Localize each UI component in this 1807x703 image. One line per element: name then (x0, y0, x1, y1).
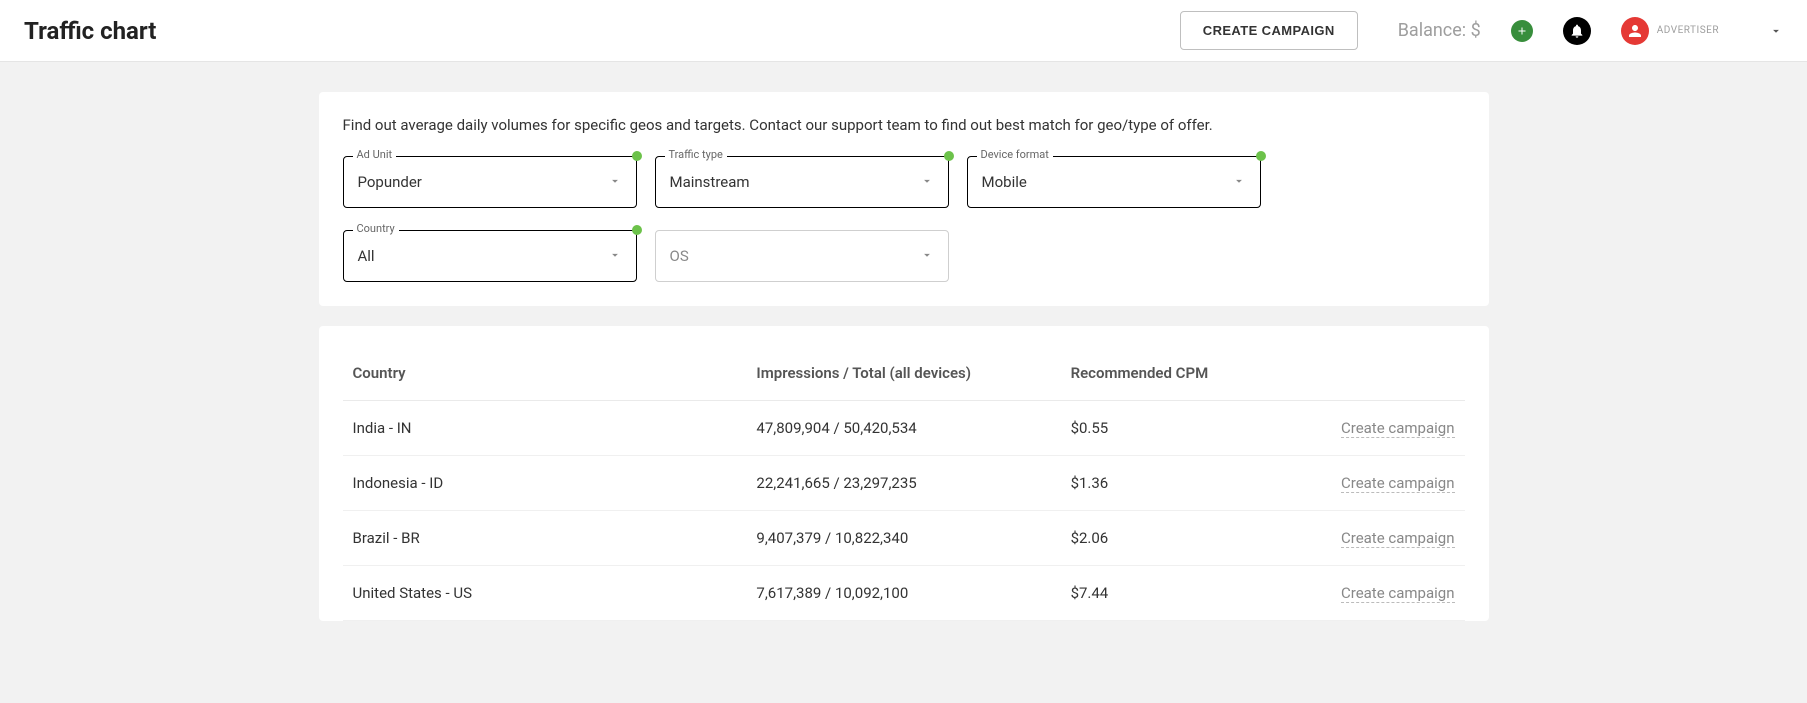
cell-action: Create campaign (1285, 566, 1465, 621)
cell-impressions: 47,809,904 / 50,420,534 (746, 401, 1060, 456)
chevron-down-icon (1232, 173, 1246, 192)
results-card: Country Impressions / Total (all devices… (319, 326, 1489, 621)
field-label: Country (353, 222, 399, 235)
role-label: ADVERTISER (1657, 25, 1719, 36)
field-value: All (358, 247, 608, 265)
cell-cpm: $2.06 (1061, 511, 1285, 566)
chevron-down-icon (920, 247, 934, 266)
cell-country: India - IN (343, 401, 747, 456)
plus-icon (1511, 20, 1533, 42)
traffic-type-select[interactable]: Traffic type Mainstream (655, 156, 949, 208)
table-row: United States - US7,617,389 / 10,092,100… (343, 566, 1465, 621)
cell-impressions: 22,241,665 / 23,297,235 (746, 456, 1060, 511)
device-format-select[interactable]: Device format Mobile (967, 156, 1261, 208)
cell-country: Indonesia - ID (343, 456, 747, 511)
cell-action: Create campaign (1285, 456, 1465, 511)
account-dropdown-toggle[interactable] (1769, 24, 1783, 38)
table-row: Indonesia - ID22,241,665 / 23,297,235$1.… (343, 456, 1465, 511)
table-row: India - IN47,809,904 / 50,420,534$0.55 Cr… (343, 401, 1465, 456)
th-cpm: Recommended CPM (1061, 346, 1285, 401)
cell-cpm: $1.36 (1061, 456, 1285, 511)
table-row: Brazil - BR9,407,379 / 10,822,340$2.06 Cr… (343, 511, 1465, 566)
notifications-button[interactable] (1563, 17, 1591, 45)
chevron-down-icon (920, 173, 934, 192)
ad-unit-select[interactable]: Ad Unit Popunder (343, 156, 637, 208)
country-select[interactable]: Country All (343, 230, 637, 282)
active-dot-icon (632, 225, 642, 235)
create-campaign-link[interactable]: Create campaign (1341, 474, 1455, 493)
traffic-table: Country Impressions / Total (all devices… (343, 346, 1465, 621)
field-placeholder: OS (670, 247, 920, 265)
page-title: Traffic chart (24, 17, 156, 45)
th-impressions: Impressions / Total (all devices) (746, 346, 1060, 401)
create-campaign-link[interactable]: Create campaign (1341, 584, 1455, 603)
topbar: Traffic chart CREATE CAMPAIGN Balance: $… (0, 0, 1807, 62)
field-value: Mainstream (670, 173, 920, 191)
chevron-down-icon (608, 173, 622, 192)
cell-cpm: $7.44 (1061, 566, 1285, 621)
page-body: Find out average daily volumes for speci… (0, 62, 1807, 621)
cell-action: Create campaign (1285, 511, 1465, 566)
create-campaign-button[interactable]: CREATE CAMPAIGN (1180, 11, 1358, 50)
account-menu[interactable]: ADVERTISER (1621, 17, 1719, 45)
os-select[interactable]: OS (655, 230, 949, 282)
cell-country: Brazil - BR (343, 511, 747, 566)
create-campaign-link[interactable]: Create campaign (1341, 419, 1455, 438)
chevron-down-icon (1769, 24, 1783, 38)
field-value: Mobile (982, 173, 1232, 191)
avatar-icon (1621, 17, 1649, 45)
field-label: Ad Unit (353, 148, 397, 161)
th-action (1285, 346, 1465, 401)
th-country: Country (343, 346, 747, 401)
chevron-down-icon (608, 247, 622, 266)
cell-impressions: 9,407,379 / 10,822,340 (746, 511, 1060, 566)
add-funds-button[interactable] (1511, 20, 1533, 42)
intro-text: Find out average daily volumes for speci… (343, 116, 1465, 134)
bell-icon (1563, 17, 1591, 45)
field-label: Device format (977, 148, 1053, 161)
field-value: Popunder (358, 173, 608, 191)
create-campaign-link[interactable]: Create campaign (1341, 529, 1455, 548)
cell-impressions: 7,617,389 / 10,092,100 (746, 566, 1060, 621)
filters-card: Find out average daily volumes for speci… (319, 92, 1489, 306)
active-dot-icon (944, 151, 954, 161)
cell-action: Create campaign (1285, 401, 1465, 456)
active-dot-icon (1256, 151, 1266, 161)
cell-cpm: $0.55 (1061, 401, 1285, 456)
active-dot-icon (632, 151, 642, 161)
field-label: Traffic type (665, 148, 727, 161)
balance-label: Balance: $ (1398, 20, 1481, 41)
cell-country: United States - US (343, 566, 747, 621)
